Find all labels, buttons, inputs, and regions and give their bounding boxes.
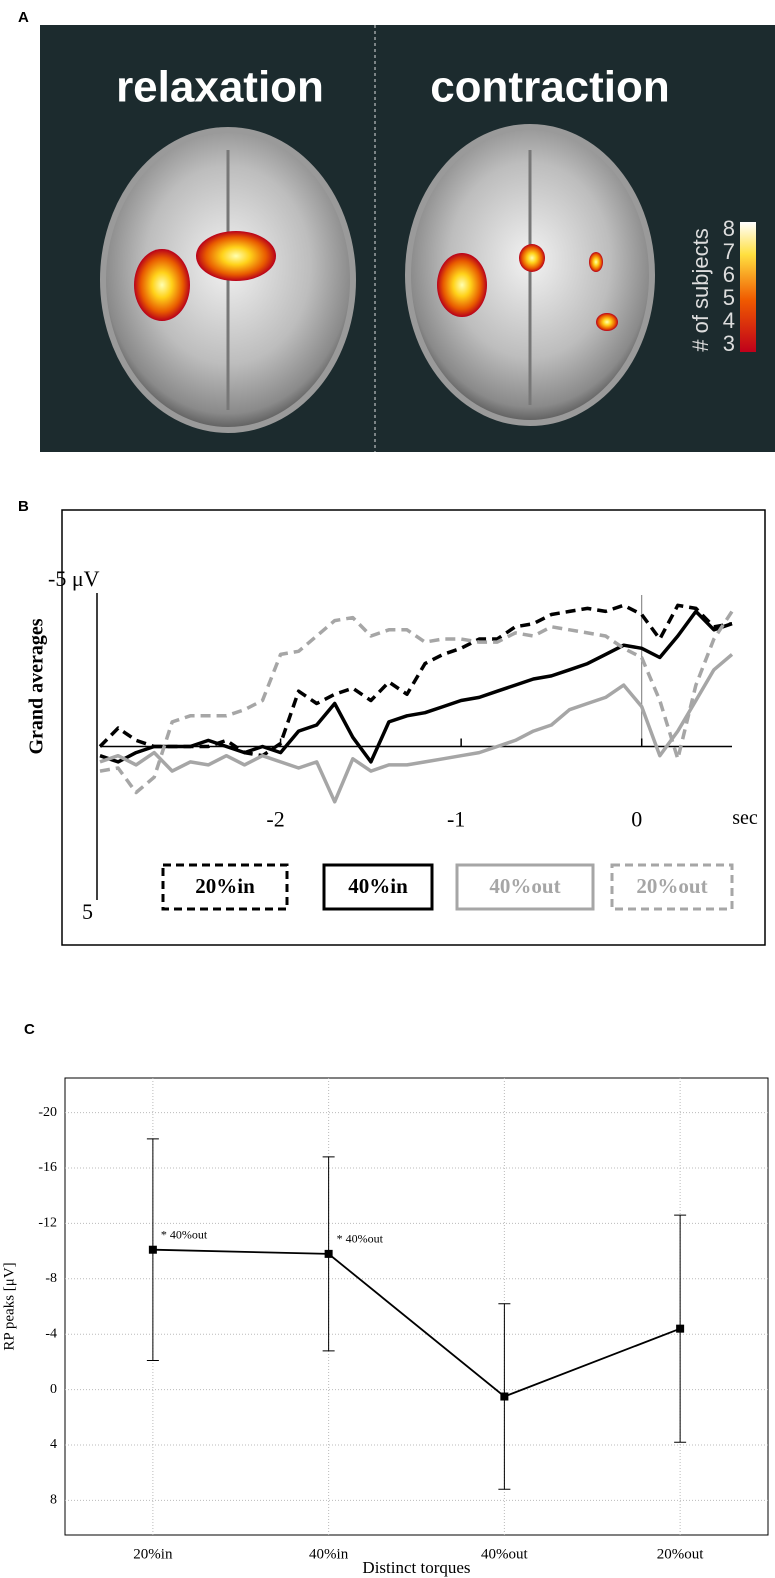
point-marker [500,1393,508,1401]
colorbar-tick-label: 4 [723,308,735,333]
series-line [153,1250,680,1397]
panel-title: contraction [430,63,670,112]
annotation: * 40%out [161,1227,208,1241]
activation [196,231,276,281]
annotation: * 40%out [337,1232,384,1246]
y-axis-label: RP peaks [μV] [1,1262,17,1350]
y-tick-label: -5 μV [48,566,100,591]
y-axis-label: Grand averages [26,618,48,754]
point-marker [676,1325,684,1333]
colorbar-tick-label: 5 [723,285,735,310]
x-tick-label: 20%in [133,1546,173,1562]
x-tick-label: 20%out [657,1546,704,1562]
colorbar-tick-label: 8 [723,216,735,241]
series-line [100,605,732,755]
colorbar-tick-label: 3 [723,331,735,356]
y-tick-label: 5 [82,899,93,924]
x-tick-label: -2 [266,807,284,832]
colorbar-label: # of subjects [688,228,713,352]
y-tick-label: -20 [38,1105,57,1120]
point-marker [325,1250,333,1258]
series-line [100,611,732,762]
x-tick-label: 0 [631,807,642,832]
legend-label: 20%in [195,874,255,898]
activation [134,249,190,321]
colorbar [740,222,756,352]
activation [437,253,487,317]
legend-label: 40%in [348,874,408,898]
activation [519,244,545,272]
point-marker [149,1246,157,1254]
panel-label: C [24,1021,35,1038]
y-tick-label: -16 [38,1160,57,1175]
colorbar-tick-label: 7 [723,239,735,264]
y-tick-label: -8 [45,1271,57,1286]
y-tick-label: -12 [38,1216,57,1231]
panel-a: A relaxation contraction # of subjects [18,9,775,452]
figure: A relaxation contraction # of subjects 8… [0,0,775,1578]
y-tick-label: 4 [50,1437,57,1452]
y-tick-label: 8 [50,1493,57,1508]
colorbar-tick-label: 6 [723,262,735,287]
legend-label: 40%out [489,874,560,898]
panel-label: B [18,498,29,515]
activation [596,313,618,331]
x-axis-label: Distinct torques [362,1558,470,1577]
panel-title: relaxation [116,63,324,112]
y-tick-label: 0 [50,1382,57,1397]
legend-label: 20%out [636,874,707,898]
x-axis-label: sec [732,807,758,829]
x-tick-label: 40%out [481,1546,528,1562]
x-tick-label: 40%in [309,1546,349,1562]
panel-label: A [18,9,29,26]
plot-frame [65,1078,768,1535]
activation [589,252,603,272]
x-tick-label: -1 [447,807,465,832]
y-tick-label: -4 [45,1326,57,1341]
